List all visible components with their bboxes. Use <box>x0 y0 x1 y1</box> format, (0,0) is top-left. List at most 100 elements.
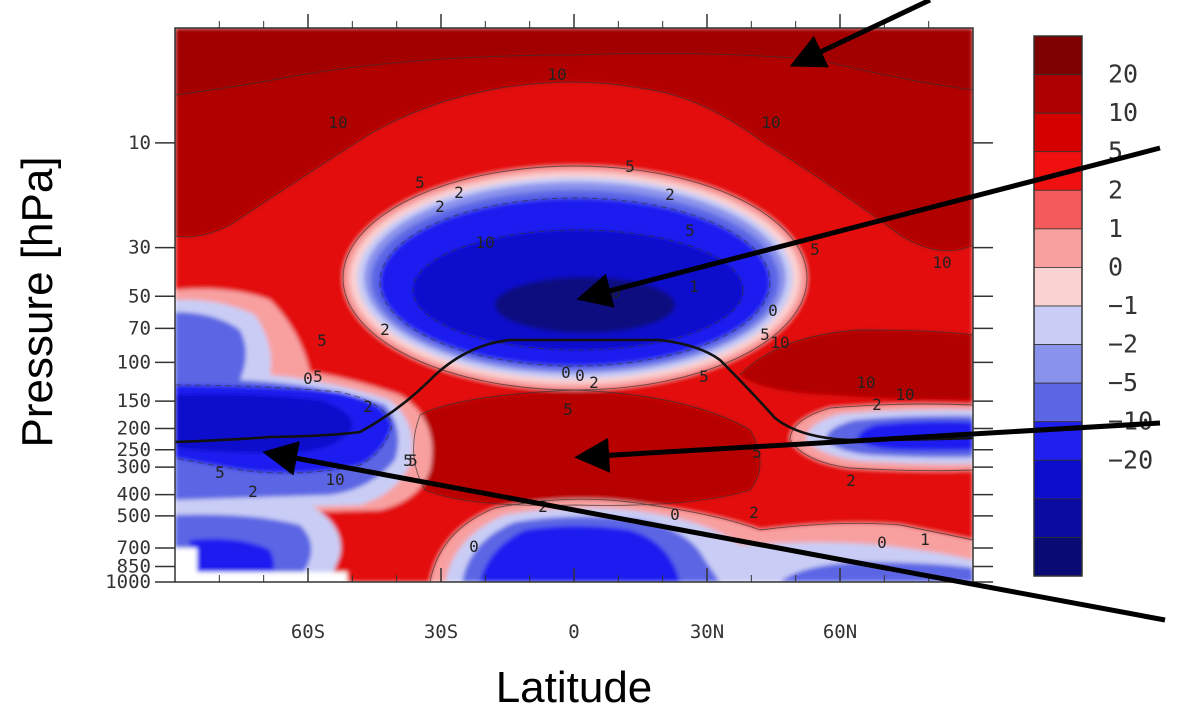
contour-label: 5 <box>760 325 770 344</box>
y-tick-label: 500 <box>117 505 151 527</box>
contour-label: 5 <box>313 367 323 386</box>
y-tick-label: 1000 <box>105 571 151 593</box>
colorbar-label: −5 <box>1108 368 1138 397</box>
arrow-tropical-ut <box>574 420 1161 473</box>
colorbar-label: −2 <box>1108 330 1138 359</box>
y-tick-label: 70 <box>128 317 151 339</box>
x-tick-label: 0 <box>568 621 579 643</box>
y-tick-label: 200 <box>117 418 151 440</box>
contour-label: 10 <box>547 65 566 84</box>
y-tick-label: 400 <box>117 484 151 506</box>
colorbar-label: 10 <box>1108 98 1138 127</box>
colorbar-swatch-1 <box>1033 74 1083 114</box>
contour-label: 0 <box>575 366 585 385</box>
contour-label: 2 <box>846 471 856 490</box>
contour-label: 2 <box>380 320 390 339</box>
contour-label: 5 <box>403 451 413 470</box>
colorbar-label: 2 <box>1108 175 1123 204</box>
annotation-arrows <box>262 0 1166 623</box>
contour-label: 2 <box>665 185 675 204</box>
contour-label: 10 <box>761 113 780 132</box>
band-10-nh-patch <box>740 330 973 400</box>
x-axis-title: Latitude <box>496 663 653 706</box>
band-20-top <box>175 28 973 95</box>
contour-label: 10 <box>895 385 914 404</box>
arrow-tropical-core <box>576 145 1161 308</box>
contour-label: 1 <box>689 277 699 296</box>
contour-label: 5 <box>685 221 695 240</box>
contour-label: 10 <box>770 333 789 352</box>
colorbar-swatch-6 <box>1033 267 1083 307</box>
x-axis: 60S 30S 0 30N 60N <box>218 14 930 643</box>
colorbar-swatch-0 <box>1033 35 1083 75</box>
colorbar-label: 1 <box>1108 214 1123 243</box>
colorbar-swatch-9 <box>1033 382 1083 423</box>
y-tick-label: 30 <box>128 237 151 259</box>
colorbar-label: 20 <box>1108 60 1138 89</box>
x-tick-label: 60N <box>823 621 857 643</box>
colorbar-swatch-8 <box>1033 344 1083 384</box>
arrow-stratosphere <box>789 0 932 68</box>
y-axis-title: Pressure [hPa] <box>13 156 62 447</box>
contour-label: 2 <box>749 503 759 522</box>
contour-label: 2 <box>363 397 373 416</box>
contour-label: 5 <box>752 443 762 462</box>
y-tick-label: 250 <box>117 439 151 461</box>
colorbar-swatch-13 <box>1033 537 1083 577</box>
band-m20-core <box>495 277 675 333</box>
contour-label: 2 <box>435 197 445 216</box>
contour-label: 10 <box>325 470 344 489</box>
x-tick-label: 60S <box>291 621 325 643</box>
y-tick-label: 850 <box>117 556 151 578</box>
colorbar-frame <box>1033 35 1083 577</box>
colorbar-label: −20 <box>1108 445 1153 474</box>
contour-label: 0 <box>303 369 313 388</box>
tropical-surface-darkblue <box>480 526 680 582</box>
y-tick-label: 700 <box>117 537 151 559</box>
colorbar-swatch-7 <box>1033 305 1083 345</box>
contour-lines <box>175 52 973 582</box>
contour-label: 2 <box>589 373 599 392</box>
contour-label: 5 <box>810 240 820 259</box>
contour-label: 2 <box>872 395 882 414</box>
band-10-20-stratosphere <box>175 28 973 251</box>
y-tick-label: 150 <box>117 390 151 412</box>
y-tick-label: 300 <box>117 456 151 478</box>
arrow-sh-ut <box>262 441 1166 623</box>
contour-label: 0 <box>877 533 887 552</box>
contour-label: 5 <box>317 331 327 350</box>
colorbar-swatch-5 <box>1033 228 1083 268</box>
colorbar-label: −1 <box>1108 291 1138 320</box>
colorbar-swatch-12 <box>1033 498 1083 538</box>
sh-region-core <box>175 394 353 453</box>
contour-label: 2 <box>454 183 464 202</box>
contour-label: 5 <box>408 451 418 470</box>
contour-label: 0 <box>768 301 778 320</box>
colorbar-swatch-2 <box>1033 112 1083 153</box>
colorbar-label: 0 <box>1108 252 1123 281</box>
contour-label: 5 <box>563 400 573 419</box>
contour-label: 5 <box>415 173 425 192</box>
colorbar-swatch-4 <box>1033 189 1083 230</box>
missing-data-strip <box>197 572 347 582</box>
y-tick-label: 50 <box>128 285 151 307</box>
contour-label: 0 <box>561 363 571 382</box>
contour-label: 1 <box>920 530 930 549</box>
contour-label: 5 <box>625 157 635 176</box>
contour-label: 0 <box>469 537 479 556</box>
contour-label: 10 <box>475 233 494 252</box>
missing-data-patch <box>175 548 197 582</box>
contour-label: 10 <box>856 373 875 392</box>
y-tick-label: 100 <box>117 351 151 373</box>
colorbar-swatch-11 <box>1033 459 1083 500</box>
contour-label: 5 <box>699 367 709 386</box>
x-tick-label: 30S <box>424 621 458 643</box>
sh-near-surface-darkblue <box>190 538 274 582</box>
contour-label: 5 <box>215 463 225 482</box>
colorbar-label: −10 <box>1108 407 1153 436</box>
contour-label: 10 <box>328 113 347 132</box>
